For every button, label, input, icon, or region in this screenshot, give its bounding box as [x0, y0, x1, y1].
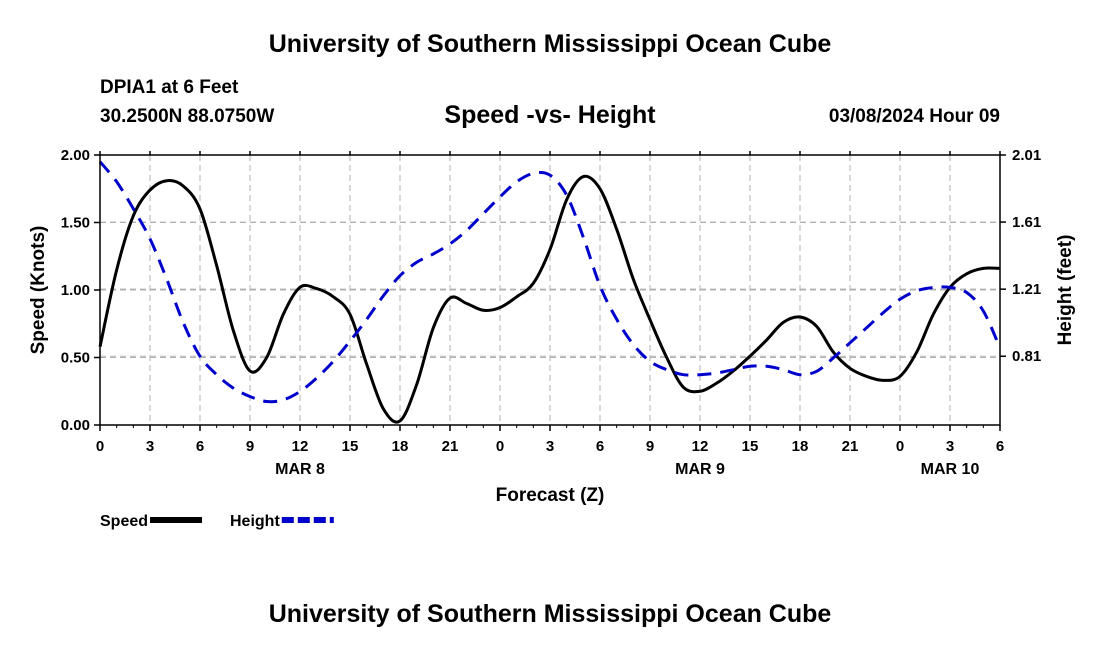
axes: [94, 151, 1006, 431]
x-tick-label: 9: [246, 438, 254, 455]
x-tick-label: 12: [292, 438, 309, 455]
date-label: MAR 8: [275, 461, 325, 478]
x-tick-label: 9: [646, 438, 654, 455]
x-tick-label: 0: [896, 438, 904, 455]
page-title: University of Southern Mississippi Ocean…: [268, 30, 832, 58]
x-tick-label: 12: [692, 438, 709, 455]
x-axis-label: Forecast (Z): [496, 485, 605, 506]
y2-tick-label: 0.81: [1012, 348, 1041, 365]
series-height-line: [98, 160, 1002, 404]
x-tick-label: 18: [792, 438, 809, 455]
forecast-datetime: 03/08/2024 Hour 09: [828, 106, 1000, 127]
x-tick-label: 6: [996, 438, 1004, 455]
legend: Speed Height: [100, 513, 334, 530]
x-tick-label: 15: [342, 438, 359, 455]
y-axis-label: Speed (Knots): [28, 226, 49, 355]
x-tick-label: 3: [146, 438, 154, 455]
x-tick-label: 0: [96, 438, 104, 455]
y-tick-label: 0.00: [61, 417, 90, 434]
y-tick-label: 2.00: [61, 147, 90, 164]
legend-label-height: Height: [230, 513, 280, 530]
footer-title: University of Southern Mississippi Ocean…: [268, 600, 832, 628]
y2-tick-label: 2.01: [1012, 147, 1041, 164]
x-tick-label: 18: [392, 438, 409, 455]
x-tick-label: 15: [742, 438, 759, 455]
legend-label-speed: Speed: [100, 513, 148, 530]
chart-subtitle: Speed -vs- Height: [444, 101, 656, 129]
x-tick-label: 21: [442, 438, 459, 455]
x-tick-label: 21: [842, 438, 859, 455]
y-tick-label: 1.00: [61, 282, 90, 299]
station-coordinates: 30.2500N 88.0750W: [100, 106, 275, 127]
axis-labels: 0 3 6 9 12 15 18 21 0 3 6 9 12 15 18 21 0 3 6 0.00 0.50 1.00 1…: [28, 147, 1076, 506]
y-tick-label: 1.50: [61, 215, 90, 232]
x-tick-label: 6: [196, 438, 204, 455]
x-tick-label: 6: [596, 438, 604, 455]
grid: [100, 155, 1000, 425]
date-label: MAR 10: [921, 461, 980, 478]
series-speed-line: [98, 174, 1001, 424]
station-label: DPIA1 at 6 Feet: [100, 77, 239, 98]
y2-tick-label: 1.61: [1012, 214, 1041, 231]
x-tick-label: 0: [496, 438, 504, 455]
y-tick-label: 0.50: [61, 350, 90, 367]
y2-axis-label: Height (feet): [1055, 235, 1076, 346]
date-label: MAR 9: [675, 461, 725, 478]
series-layer: [98, 160, 1002, 424]
x-tick-label: 3: [546, 438, 554, 455]
y2-tick-label: 1.21: [1012, 281, 1041, 298]
x-tick-label: 3: [946, 438, 954, 455]
